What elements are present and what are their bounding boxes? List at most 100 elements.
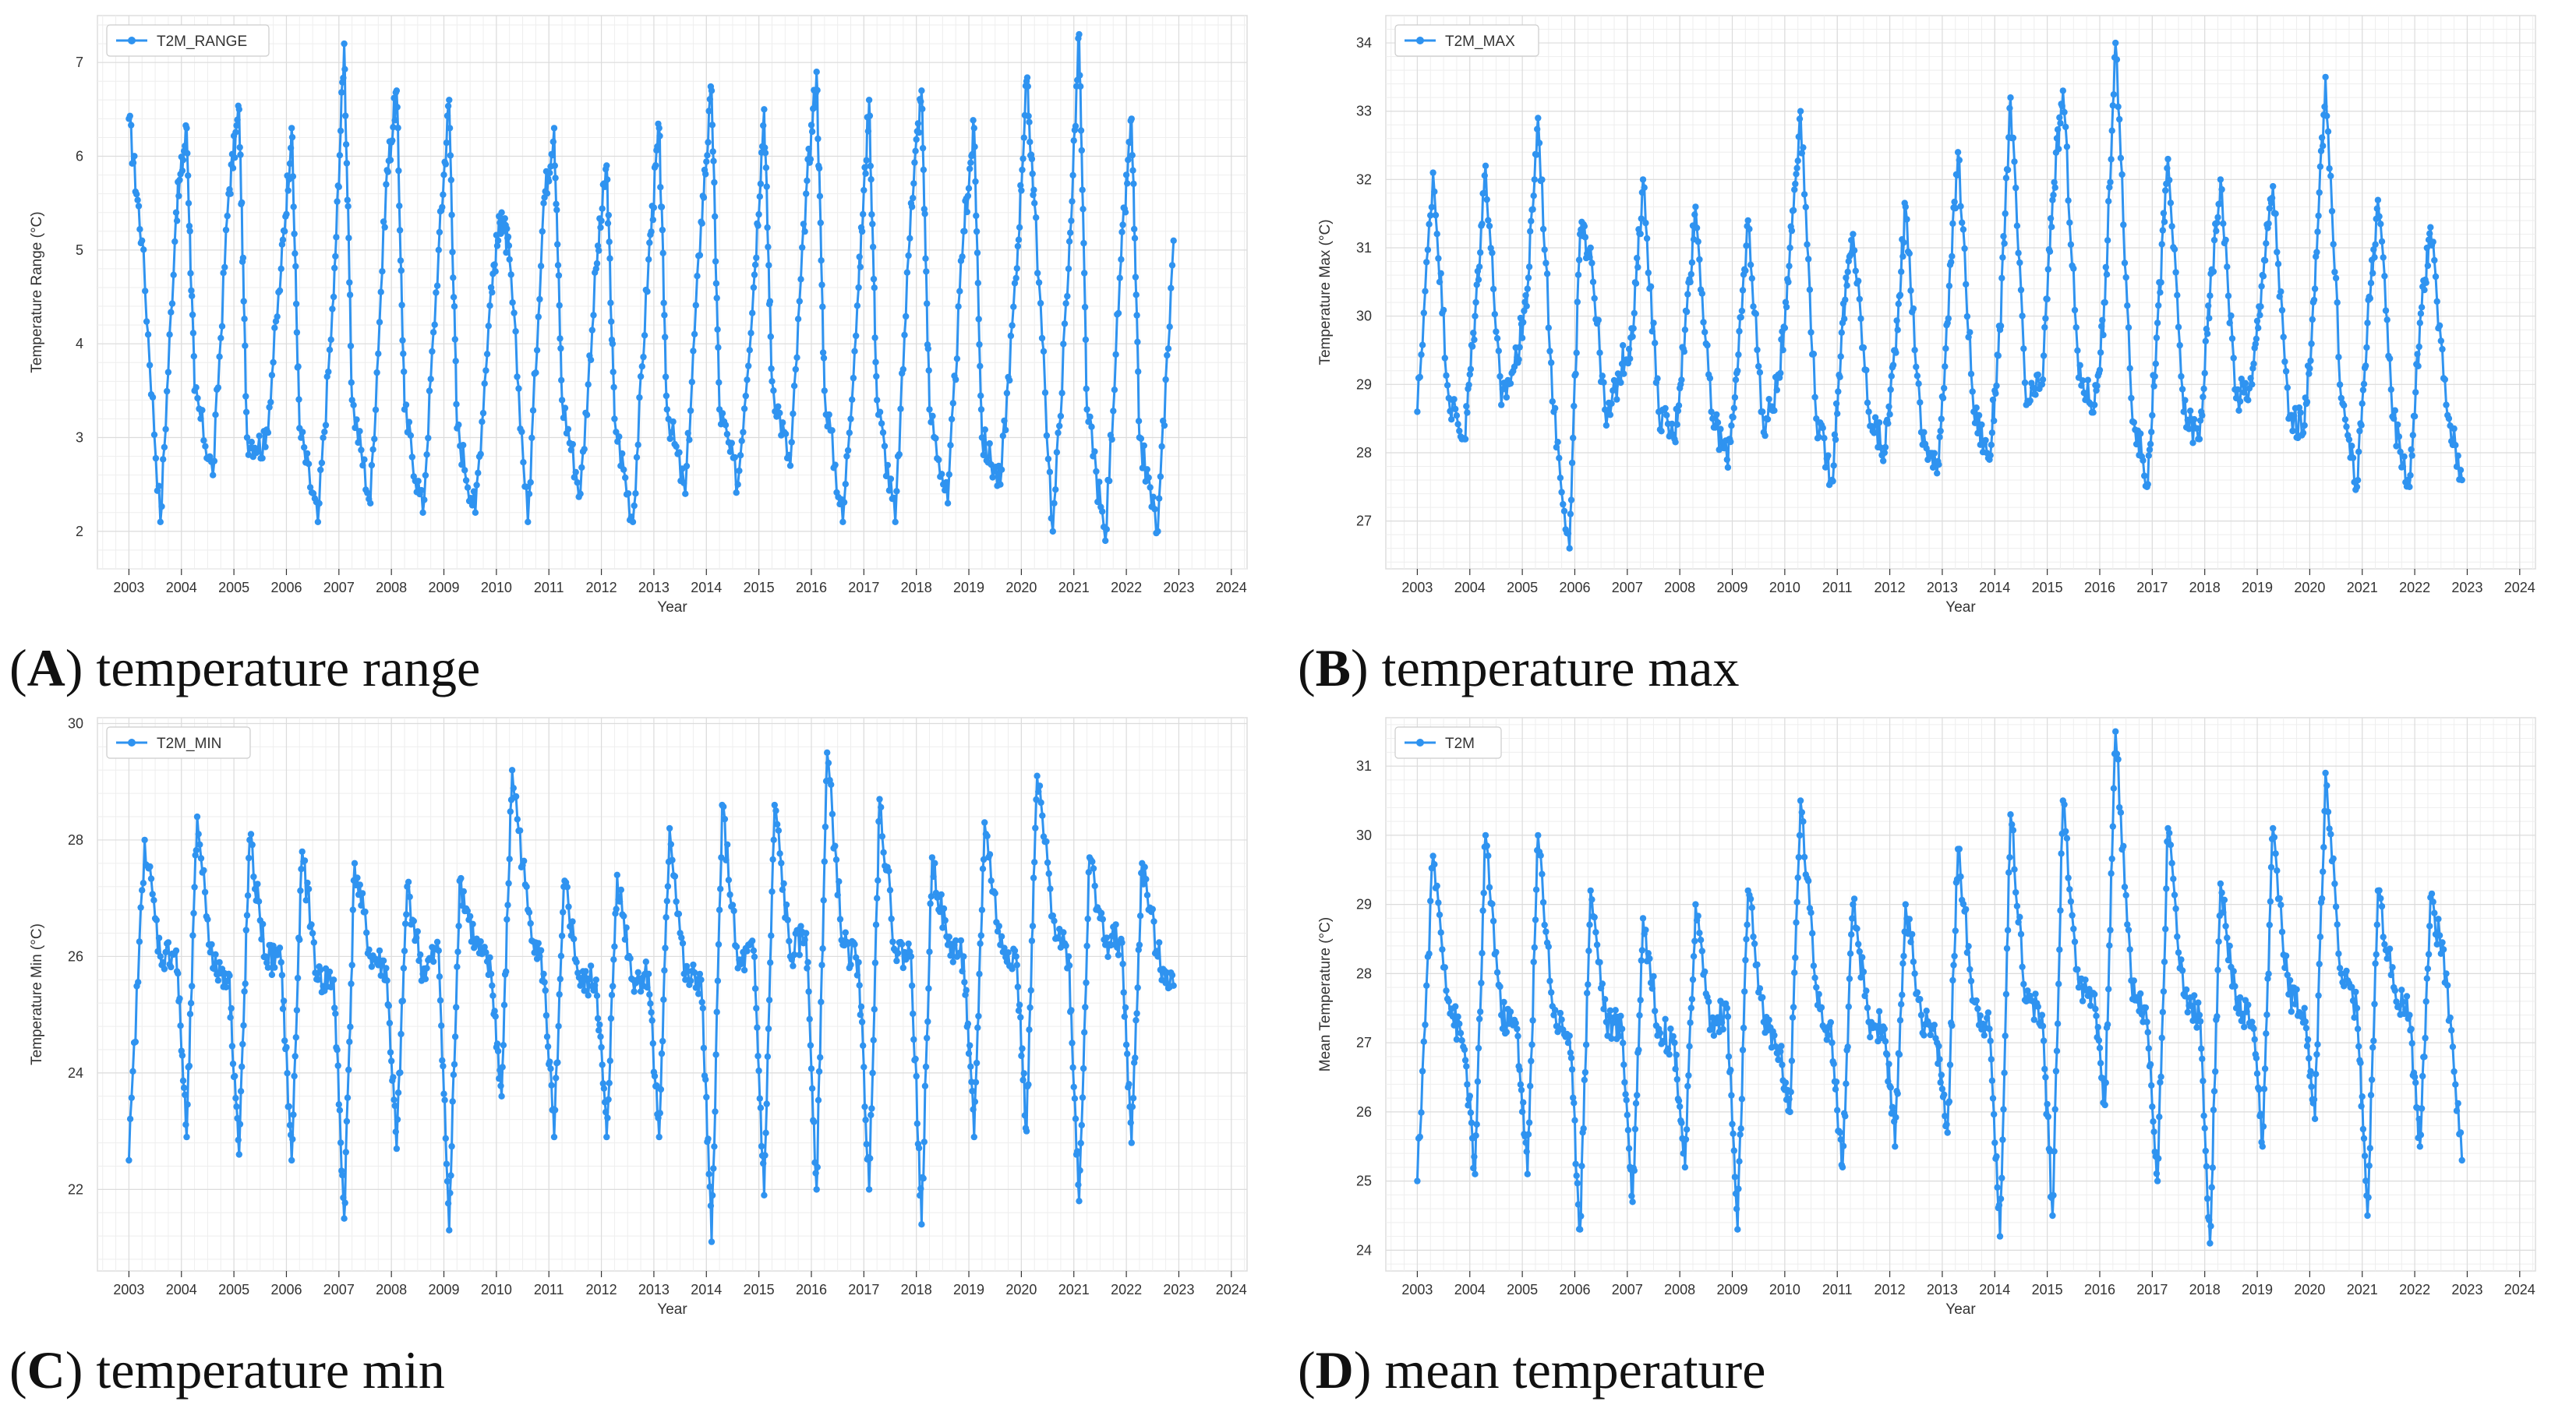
data-point (949, 958, 957, 965)
data-point (317, 466, 324, 474)
data-point (1112, 351, 1119, 358)
data-point (2381, 941, 2388, 948)
data-point (1435, 255, 1442, 262)
data-point (440, 1090, 447, 1097)
data-point (396, 203, 403, 210)
data-point (998, 933, 1005, 940)
data-point (913, 1120, 921, 1128)
data-point (492, 1013, 499, 1020)
data-point (673, 898, 680, 905)
data-point (1969, 388, 1976, 395)
data-point (613, 429, 620, 436)
data-point (2122, 274, 2129, 281)
data-point (243, 912, 251, 919)
data-point (2316, 189, 2323, 196)
data-point (1882, 443, 1889, 451)
data-point (1681, 1163, 1689, 1171)
data-point (1863, 366, 1870, 374)
data-point (1131, 225, 1138, 233)
data-point (204, 916, 211, 923)
data-point (264, 429, 272, 436)
data-point (385, 1002, 392, 1009)
data-point (1571, 1117, 1578, 1124)
data-point (431, 321, 438, 328)
data-point (1864, 399, 1871, 406)
data-point (1777, 369, 1784, 376)
data-point (1825, 452, 1832, 459)
data-point (1423, 259, 1430, 266)
data-point (2076, 362, 2083, 369)
data-point (1578, 1213, 1585, 1220)
data-point (1130, 180, 1137, 188)
data-point (1921, 429, 1928, 436)
data-point (872, 921, 880, 928)
data-point (842, 481, 850, 488)
data-point (1078, 147, 1086, 154)
data-point (1759, 994, 1766, 1001)
data-point (1471, 336, 1478, 344)
data-point (1132, 274, 1140, 281)
data-point (212, 951, 219, 958)
data-point (2457, 1129, 2465, 1136)
data-point (1070, 1083, 1077, 1091)
data-point (267, 398, 274, 406)
data-point (1020, 134, 1028, 141)
data-point (170, 271, 177, 278)
x-tick-label: 2015 (744, 1282, 775, 1297)
data-point (1889, 1103, 1896, 1110)
data-point (720, 803, 727, 810)
data-point (1068, 1007, 1075, 1014)
data-point (1026, 1026, 1033, 1033)
data-point (403, 911, 410, 918)
data-point (2156, 1114, 2163, 1121)
data-point (822, 823, 829, 831)
data-point (277, 265, 284, 273)
data-point (2155, 302, 2162, 309)
data-point (2196, 436, 2203, 443)
data-point (2187, 408, 2194, 415)
data-point (1531, 176, 1538, 183)
data-point (1515, 356, 1522, 363)
data-point (1855, 277, 1862, 284)
data-point (2276, 895, 2283, 902)
data-point (493, 1040, 501, 1047)
data-point (894, 949, 902, 957)
data-point (1857, 315, 1864, 323)
data-point (880, 849, 887, 856)
data-point (1567, 496, 1575, 503)
data-point (1151, 506, 1158, 513)
data-point (2157, 1078, 2164, 1086)
data-point (804, 965, 811, 972)
data-point (722, 422, 730, 429)
data-point (162, 948, 169, 956)
data-point (316, 500, 323, 507)
data-point (1683, 1126, 1691, 1133)
data-point (1466, 1093, 1473, 1100)
data-point (2214, 214, 2221, 221)
data-point (842, 929, 850, 936)
data-point (344, 1094, 352, 1101)
data-point (243, 434, 251, 441)
data-point (942, 478, 950, 486)
data-point (712, 280, 720, 287)
y-tick-label: 26 (68, 948, 83, 964)
data-point (1420, 309, 1427, 316)
data-point (857, 1003, 865, 1010)
data-point (1959, 900, 1967, 908)
data-point (1837, 353, 1844, 360)
data-point (755, 1067, 762, 1075)
data-point (2148, 429, 2155, 436)
data-point (961, 979, 968, 986)
data-point (1027, 139, 1034, 146)
data-point (2210, 268, 2217, 275)
data-point (2343, 967, 2350, 975)
data-point (805, 145, 812, 153)
data-point (921, 206, 928, 213)
data-point (2299, 429, 2307, 436)
data-point (800, 221, 807, 228)
data-point (1516, 1066, 1523, 1074)
data-point (2117, 809, 2125, 816)
legend: T2M (1394, 726, 1502, 759)
data-point (453, 401, 460, 408)
data-point (1898, 268, 1905, 275)
